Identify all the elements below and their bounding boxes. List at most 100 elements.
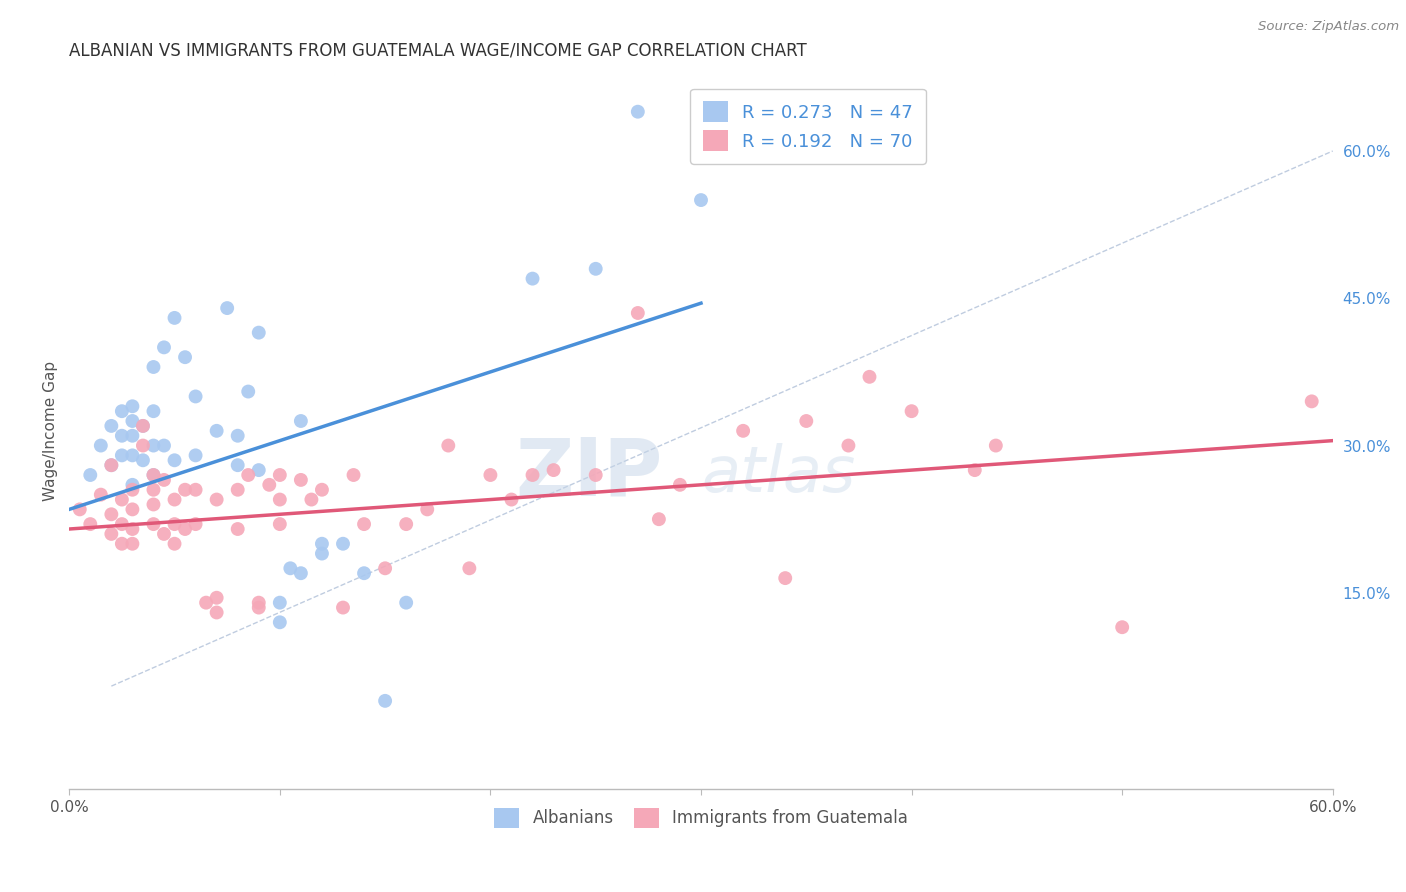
Point bbox=[217, 301, 239, 315]
Point bbox=[299, 492, 322, 507]
Point bbox=[100, 458, 122, 473]
Point bbox=[226, 428, 249, 442]
Point bbox=[100, 418, 122, 433]
Point bbox=[163, 517, 186, 532]
Point bbox=[395, 596, 418, 610]
Point bbox=[627, 306, 650, 320]
Point bbox=[121, 502, 143, 516]
Point bbox=[121, 478, 143, 492]
Point bbox=[121, 522, 143, 536]
Point bbox=[353, 517, 375, 532]
Point bbox=[100, 508, 122, 522]
Point bbox=[132, 418, 155, 433]
Point bbox=[247, 326, 270, 340]
Point bbox=[1111, 620, 1133, 634]
Point bbox=[247, 600, 270, 615]
Point bbox=[290, 566, 312, 581]
Point bbox=[121, 483, 143, 497]
Point bbox=[501, 492, 523, 507]
Point bbox=[311, 483, 333, 497]
Point bbox=[290, 473, 312, 487]
Point bbox=[111, 517, 134, 532]
Point bbox=[174, 350, 197, 364]
Point bbox=[290, 414, 312, 428]
Point bbox=[111, 404, 134, 418]
Point bbox=[690, 193, 713, 207]
Point bbox=[627, 104, 650, 119]
Point bbox=[585, 468, 607, 483]
Point bbox=[205, 606, 228, 620]
Point bbox=[121, 428, 143, 442]
Point bbox=[142, 404, 165, 418]
Point bbox=[247, 596, 270, 610]
Point bbox=[184, 483, 207, 497]
Text: ALBANIAN VS IMMIGRANTS FROM GUATEMALA WAGE/INCOME GAP CORRELATION CHART: ALBANIAN VS IMMIGRANTS FROM GUATEMALA WA… bbox=[69, 42, 807, 60]
Point bbox=[100, 458, 122, 473]
Point bbox=[269, 468, 291, 483]
Point bbox=[395, 517, 418, 532]
Point bbox=[121, 399, 143, 413]
Point bbox=[79, 468, 101, 483]
Point bbox=[163, 537, 186, 551]
Point bbox=[733, 424, 755, 438]
Point bbox=[111, 492, 134, 507]
Point bbox=[153, 438, 176, 452]
Point bbox=[79, 517, 101, 532]
Point bbox=[247, 463, 270, 477]
Point bbox=[174, 483, 197, 497]
Point bbox=[121, 414, 143, 428]
Point bbox=[163, 453, 186, 467]
Point bbox=[184, 389, 207, 403]
Point bbox=[142, 359, 165, 374]
Point bbox=[205, 591, 228, 605]
Point bbox=[984, 438, 1007, 452]
Point bbox=[100, 527, 122, 541]
Point bbox=[269, 615, 291, 630]
Point bbox=[374, 694, 396, 708]
Point bbox=[332, 537, 354, 551]
Point bbox=[858, 369, 880, 384]
Point bbox=[311, 547, 333, 561]
Point bbox=[1301, 394, 1323, 409]
Point bbox=[142, 438, 165, 452]
Point bbox=[153, 340, 176, 354]
Point bbox=[269, 517, 291, 532]
Point bbox=[226, 522, 249, 536]
Point bbox=[837, 438, 859, 452]
Point bbox=[205, 492, 228, 507]
Point bbox=[226, 458, 249, 473]
Point bbox=[479, 468, 502, 483]
Point bbox=[238, 468, 260, 483]
Point bbox=[121, 537, 143, 551]
Point bbox=[121, 449, 143, 463]
Point bbox=[163, 310, 186, 325]
Text: atlas: atlas bbox=[702, 442, 855, 505]
Point bbox=[963, 463, 986, 477]
Point bbox=[280, 561, 302, 575]
Point bbox=[195, 596, 218, 610]
Point bbox=[226, 483, 249, 497]
Point bbox=[773, 571, 796, 585]
Point bbox=[353, 566, 375, 581]
Point bbox=[416, 502, 439, 516]
Point bbox=[259, 478, 281, 492]
Point bbox=[900, 404, 922, 418]
Point bbox=[648, 512, 671, 526]
Point bbox=[311, 537, 333, 551]
Point bbox=[142, 517, 165, 532]
Point bbox=[332, 600, 354, 615]
Point bbox=[132, 418, 155, 433]
Point bbox=[437, 438, 460, 452]
Point bbox=[163, 492, 186, 507]
Point bbox=[522, 271, 544, 285]
Point bbox=[111, 428, 134, 442]
Point bbox=[69, 502, 91, 516]
Point bbox=[90, 488, 112, 502]
Point bbox=[111, 537, 134, 551]
Point bbox=[269, 492, 291, 507]
Point bbox=[458, 561, 481, 575]
Point bbox=[142, 483, 165, 497]
Point bbox=[142, 468, 165, 483]
Point bbox=[238, 384, 260, 399]
Point bbox=[111, 449, 134, 463]
